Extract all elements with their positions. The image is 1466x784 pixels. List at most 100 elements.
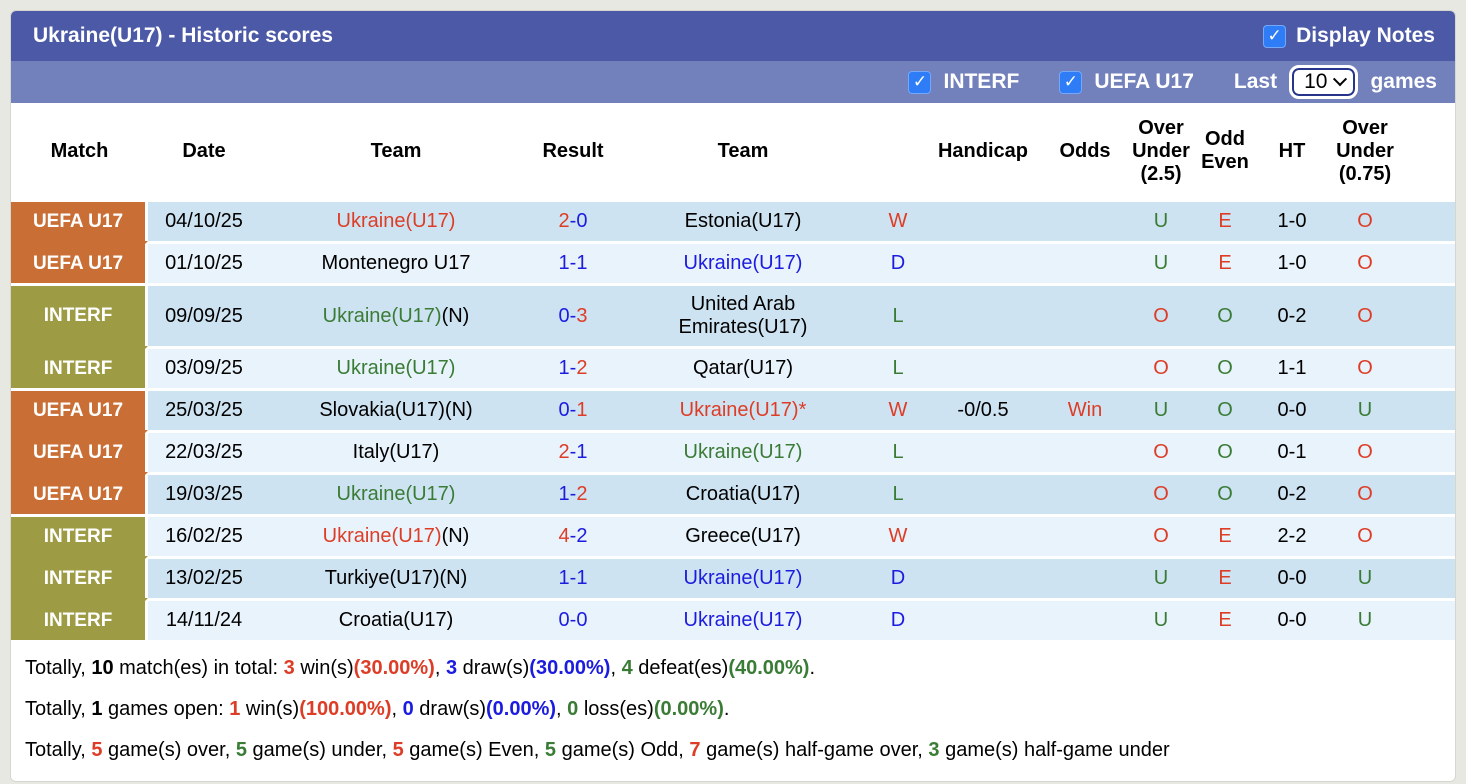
handicap-value bbox=[924, 556, 1042, 598]
summary-section: Totally, 10 match(es) in total: 3 win(s)… bbox=[11, 640, 1455, 781]
away-team-cell[interactable]: Croatia(U17) bbox=[614, 472, 872, 514]
away-score: 1 bbox=[576, 567, 588, 589]
row-filler bbox=[1402, 241, 1455, 283]
away-score: 1 bbox=[576, 399, 588, 421]
odd-even-value: O bbox=[1194, 346, 1256, 388]
score-dash: - bbox=[569, 357, 577, 379]
handicap-value bbox=[924, 346, 1042, 388]
home-team-cell[interactable]: Italy(U17) bbox=[260, 430, 532, 472]
away-team-cell[interactable]: Ukraine(U17) bbox=[614, 241, 872, 283]
handicap-value: -0/0.5 bbox=[924, 388, 1042, 430]
score-dash: - bbox=[569, 210, 577, 232]
away-team-name[interactable]: Croatia(U17) bbox=[685, 483, 801, 505]
historic-scores-panel: Ukraine(U17) - Historic scores ✓ Display… bbox=[10, 10, 1456, 782]
odds-value bbox=[1042, 556, 1128, 598]
summary-stat: (30.00%) bbox=[353, 657, 435, 679]
home-team-name[interactable]: Croatia(U17) bbox=[338, 609, 454, 631]
summary-line-3: Totally, 5 game(s) over, 5 game(s) under… bbox=[25, 730, 1455, 771]
away-team-name[interactable]: Ukraine(U17) bbox=[683, 567, 803, 589]
away-team-cell[interactable]: Ukraine(U17)* bbox=[614, 388, 872, 430]
home-team-cell[interactable]: Ukraine(U17)(N) bbox=[260, 514, 532, 556]
home-team-name[interactable]: Montenegro U17 bbox=[321, 252, 471, 274]
half-time-score: 0-2 bbox=[1256, 283, 1328, 346]
half-time-score: 1-1 bbox=[1256, 346, 1328, 388]
away-team-cell[interactable]: Estonia(U17) bbox=[614, 199, 872, 241]
odd-even-value: E bbox=[1194, 241, 1256, 283]
display-notes-toggle[interactable]: ✓ Display Notes bbox=[1263, 24, 1435, 48]
away-team-name[interactable]: Ukraine(U17) bbox=[683, 252, 803, 274]
row-filler bbox=[1402, 283, 1455, 346]
over-under-25-value: U bbox=[1128, 556, 1194, 598]
column-header-match: Match bbox=[11, 103, 148, 199]
column-header-date: Date bbox=[148, 103, 260, 199]
display-notes-checkbox-icon[interactable]: ✓ bbox=[1263, 24, 1287, 48]
away-team-cell[interactable]: Ukraine(U17) bbox=[614, 430, 872, 472]
home-team-cell[interactable]: Croatia(U17) bbox=[260, 598, 532, 640]
summary-text: defeat(es) bbox=[632, 657, 729, 679]
summary-stat: 3 bbox=[283, 657, 295, 679]
away-score: 2 bbox=[576, 525, 588, 547]
away-team-cell[interactable]: United Arab Emirates(U17) bbox=[614, 283, 872, 346]
home-team-cell[interactable]: Montenegro U17 bbox=[260, 241, 532, 283]
score-dash: - bbox=[569, 399, 577, 421]
summary-text: , bbox=[610, 657, 622, 679]
summary-text: Totally, bbox=[25, 657, 92, 679]
home-team-cell[interactable]: Ukraine(U17) bbox=[260, 199, 532, 241]
away-team-name[interactable]: Estonia(U17) bbox=[684, 210, 802, 232]
home-team-name[interactable]: Italy(U17) bbox=[352, 441, 440, 463]
away-score: 1 bbox=[576, 441, 588, 463]
table-row: INTERF 14/11/24 Croatia(U17) 0-0 Ukraine(U17… bbox=[11, 598, 1455, 640]
over-under-25-value: O bbox=[1128, 430, 1194, 472]
handicap-value bbox=[924, 430, 1042, 472]
summary-text: . bbox=[809, 657, 816, 679]
away-team-name[interactable]: Ukraine(U17) bbox=[683, 609, 803, 631]
odds-value bbox=[1042, 241, 1128, 283]
score-cell: 0-3 bbox=[532, 283, 614, 346]
home-team-name[interactable]: Ukraine(U17) bbox=[322, 304, 442, 327]
summary-text: Totally, bbox=[25, 698, 92, 720]
interf-filter-label: INTERF bbox=[943, 70, 1020, 93]
result-letter: W bbox=[872, 388, 924, 430]
games-count-select[interactable]: 10 bbox=[1289, 65, 1359, 99]
neutral-ground-marker: (N) bbox=[441, 304, 470, 327]
home-score: 1 bbox=[558, 567, 570, 589]
interf-checkbox-icon[interactable]: ✓ bbox=[908, 70, 932, 94]
score-cell: 2-0 bbox=[532, 199, 614, 241]
home-team-name[interactable]: Turkiye(U17)(N) bbox=[324, 567, 468, 589]
home-team-name[interactable]: Ukraine(U17) bbox=[336, 210, 456, 232]
summary-line-1: Totally, 10 match(es) in total: 3 win(s)… bbox=[25, 648, 1455, 689]
handicap-value bbox=[924, 472, 1042, 514]
away-team-name[interactable]: United Arab Emirates(U17) bbox=[678, 293, 808, 338]
games-label: games bbox=[1370, 70, 1437, 93]
home-team-name[interactable]: Slovakia(U17)(N) bbox=[319, 399, 473, 421]
away-team-cell[interactable]: Greece(U17) bbox=[614, 514, 872, 556]
summary-stat: 4 bbox=[621, 657, 633, 679]
row-filler bbox=[1402, 430, 1455, 472]
home-team-cell[interactable]: Ukraine(U17) bbox=[260, 472, 532, 514]
home-team-cell[interactable]: Slovakia(U17)(N) bbox=[260, 388, 532, 430]
away-team-name[interactable]: Greece(U17) bbox=[685, 525, 801, 547]
home-team-cell[interactable]: Ukraine(U17)(N) bbox=[260, 283, 532, 346]
over-under-25-value: U bbox=[1128, 598, 1194, 640]
home-team-cell[interactable]: Ukraine(U17) bbox=[260, 346, 532, 388]
summary-text: game(s) half-game over, bbox=[700, 739, 929, 761]
uefa-u17-checkbox-icon[interactable]: ✓ bbox=[1059, 70, 1083, 94]
row-filler bbox=[1402, 556, 1455, 598]
league-badge: UEFA U17 bbox=[11, 430, 148, 472]
home-team-name[interactable]: Ukraine(U17) bbox=[336, 483, 456, 505]
away-team-name[interactable]: Qatar(U17) bbox=[692, 357, 794, 379]
odd-even-value: O bbox=[1194, 283, 1256, 346]
handicap-value bbox=[924, 598, 1042, 640]
away-team-cell[interactable]: Ukraine(U17) bbox=[614, 556, 872, 598]
away-team-cell[interactable]: Ukraine(U17) bbox=[614, 598, 872, 640]
summary-stat: 7 bbox=[689, 739, 701, 761]
title-bar: Ukraine(U17) - Historic scores ✓ Display… bbox=[11, 11, 1455, 61]
row-filler bbox=[1402, 388, 1455, 430]
home-team-name[interactable]: Ukraine(U17) bbox=[322, 525, 442, 547]
home-team-cell[interactable]: Turkiye(U17)(N) bbox=[260, 556, 532, 598]
odd-even-value: E bbox=[1194, 556, 1256, 598]
away-team-name[interactable]: Ukraine(U17) bbox=[683, 441, 803, 463]
home-team-name[interactable]: Ukraine(U17) bbox=[336, 357, 456, 379]
away-team-cell[interactable]: Qatar(U17) bbox=[614, 346, 872, 388]
away-team-name[interactable]: Ukraine(U17)* bbox=[679, 399, 807, 421]
